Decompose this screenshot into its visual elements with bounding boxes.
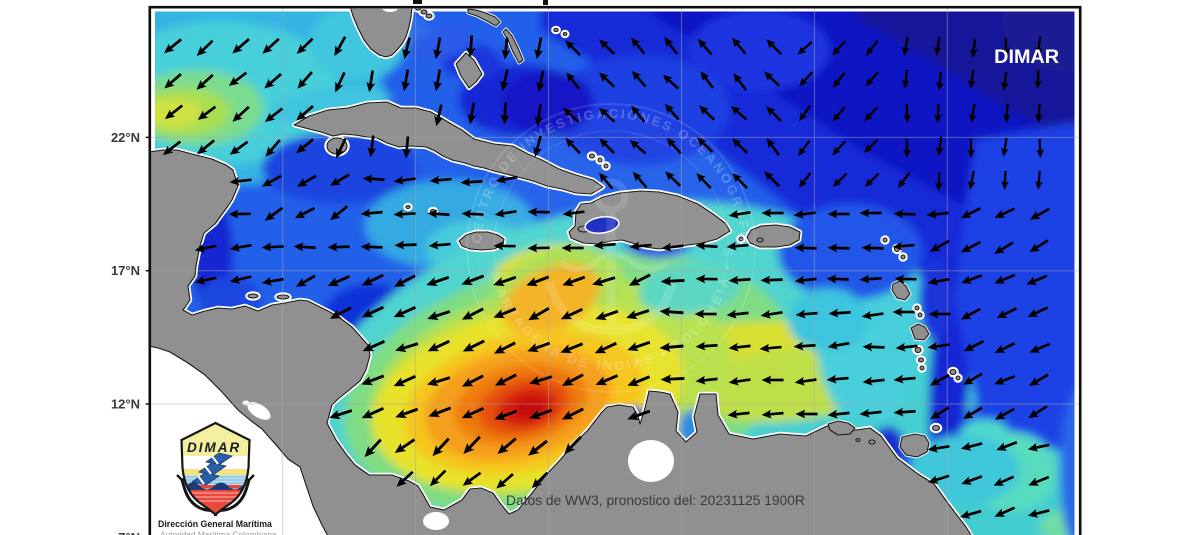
svg-text:12°N: 12°N xyxy=(111,397,140,412)
svg-text:DIMAR: DIMAR xyxy=(994,46,1059,68)
svg-text:17°N: 17°N xyxy=(111,263,140,278)
svg-text:22°N: 22°N xyxy=(111,130,140,145)
svg-text:Autoridad Marítima Colombiana: Autoridad Marítima Colombiana xyxy=(160,530,277,535)
svg-text:Dirección General Marítima: Dirección General Marítima xyxy=(158,519,272,529)
svg-text:Datos de WW3, pronostico del:: Datos de WW3, pronostico del: 20231125 1… xyxy=(506,493,805,508)
svg-text:DIMAR: DIMAR xyxy=(187,440,241,455)
svg-text:7°N: 7°N xyxy=(118,530,140,535)
